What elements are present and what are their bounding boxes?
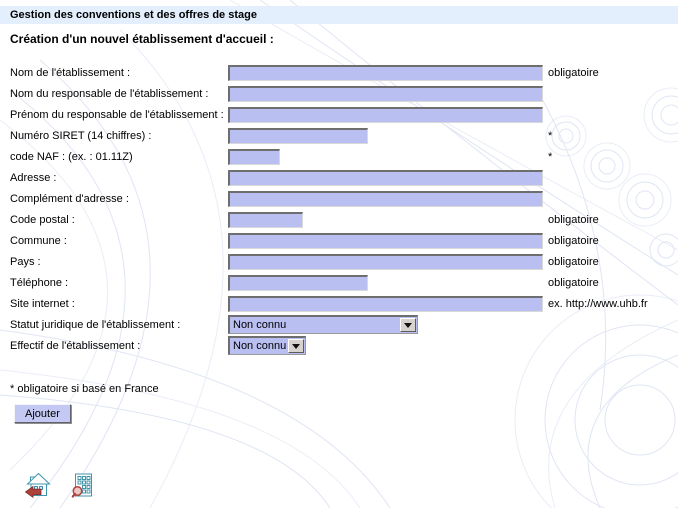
input-telephone[interactable]	[228, 274, 368, 291]
field-control: Non connu	[228, 336, 543, 355]
form-row-statut-juridique: Statut juridique de l'établissement : No…	[10, 314, 670, 335]
mandatory-footnote: * obligatoire si basé en France	[10, 383, 159, 395]
form-row-pays: Pays : obligatoire	[10, 251, 670, 272]
form-row-commune: Commune : obligatoire	[10, 230, 670, 251]
form-row-effectif: Effectif de l'établissement : Non connu	[10, 335, 670, 356]
label-code-postal: Code postal :	[10, 213, 75, 226]
form-row-nom-etablissement: Nom de l'établissement : obligatoire	[10, 62, 670, 83]
label-effectif: Effectif de l'établissement :	[10, 339, 141, 352]
input-site-internet[interactable]	[228, 295, 543, 312]
field-control	[228, 106, 543, 123]
form-row-telephone: Téléphone : obligatoire	[10, 272, 670, 293]
input-nom-responsable[interactable]	[228, 85, 543, 102]
select-statut-juridique[interactable]: Non connu	[228, 315, 418, 334]
footer-toolbar	[24, 471, 96, 500]
dropdown-button[interactable]	[288, 339, 304, 353]
chevron-down-icon	[404, 322, 412, 328]
field-control	[228, 64, 543, 81]
input-code-naf[interactable]	[228, 148, 280, 165]
label-adresse: Adresse :	[10, 171, 57, 184]
field-control	[228, 274, 543, 291]
label-statut-juridique: Statut juridique de l'établissement :	[10, 318, 181, 331]
establishment-search-link[interactable]	[69, 471, 96, 500]
note-code-naf: *	[548, 150, 553, 163]
input-code-postal[interactable]	[228, 211, 303, 228]
field-control: Non connu	[228, 315, 543, 334]
note-commune: obligatoire	[548, 234, 599, 247]
form-row-site-internet: Site internet : ex. http://www.uhb.fr	[10, 293, 670, 314]
dropdown-button[interactable]	[400, 318, 416, 332]
label-nom-etablissement: Nom de l'établissement :	[10, 66, 131, 79]
field-control	[228, 253, 543, 270]
input-pays[interactable]	[228, 253, 543, 270]
home-back-icon	[24, 472, 51, 499]
input-complement-adresse[interactable]	[228, 190, 543, 207]
input-commune[interactable]	[228, 232, 543, 249]
field-control	[228, 169, 543, 186]
label-nom-responsable: Nom du responsable de l'établissement :	[10, 87, 209, 100]
select-statut-juridique-value: Non connu	[233, 319, 287, 331]
page-title: Création d'un nouvel établissement d'acc…	[10, 32, 274, 46]
input-nom-etablissement[interactable]	[228, 64, 543, 81]
field-control	[228, 295, 543, 312]
form-row-adresse: Adresse :	[10, 167, 670, 188]
form-row-nom-responsable: Nom du responsable de l'établissement :	[10, 83, 670, 104]
form-row-code-naf: code NAF : (ex. : 01.11Z) *	[10, 146, 670, 167]
field-control	[228, 85, 543, 102]
note-code-postal: obligatoire	[548, 213, 599, 226]
form-row-prenom-responsable: Prénom du responsable de l'établissement…	[10, 104, 670, 125]
field-control	[228, 127, 543, 144]
establishment-search-icon	[71, 473, 92, 498]
chevron-down-icon	[292, 343, 300, 349]
select-effectif[interactable]: Non connu	[228, 336, 306, 355]
field-control	[228, 211, 543, 228]
label-prenom-responsable: Prénom du responsable de l'établissement…	[10, 108, 224, 121]
label-complement-adresse: Complément d'adresse :	[10, 192, 129, 205]
ajouter-button[interactable]: Ajouter	[14, 404, 71, 423]
note-telephone: obligatoire	[548, 276, 599, 289]
form-row-complement-adresse: Complément d'adresse :	[10, 188, 670, 209]
form-row-numero-siret: Numéro SIRET (14 chiffres) : *	[10, 125, 670, 146]
app-header-bar: Gestion des conventions et des offres de…	[0, 6, 678, 24]
establishment-form: Nom de l'établissement : obligatoire Nom…	[10, 62, 670, 356]
field-control	[228, 232, 543, 249]
note-site-internet: ex. http://www.uhb.fr	[548, 297, 648, 310]
field-control	[228, 148, 543, 165]
label-numero-siret: Numéro SIRET (14 chiffres) :	[10, 129, 152, 142]
form-row-code-postal: Code postal : obligatoire	[10, 209, 670, 230]
label-site-internet: Site internet :	[10, 297, 75, 310]
note-pays: obligatoire	[548, 255, 599, 268]
input-numero-siret[interactable]	[228, 127, 368, 144]
label-pays: Pays :	[10, 255, 41, 268]
note-numero-siret: *	[548, 129, 553, 142]
field-control	[228, 190, 543, 207]
note-nom-etablissement: obligatoire	[548, 66, 599, 79]
home-link[interactable]	[24, 471, 52, 500]
input-adresse[interactable]	[228, 169, 543, 186]
input-prenom-responsable[interactable]	[228, 106, 543, 123]
app-title: Gestion des conventions et des offres de…	[10, 9, 257, 21]
label-telephone: Téléphone :	[10, 276, 69, 289]
select-effectif-value: Non connu	[233, 340, 287, 352]
label-code-naf: code NAF : (ex. : 01.11Z)	[10, 150, 133, 163]
label-commune: Commune :	[10, 234, 67, 247]
